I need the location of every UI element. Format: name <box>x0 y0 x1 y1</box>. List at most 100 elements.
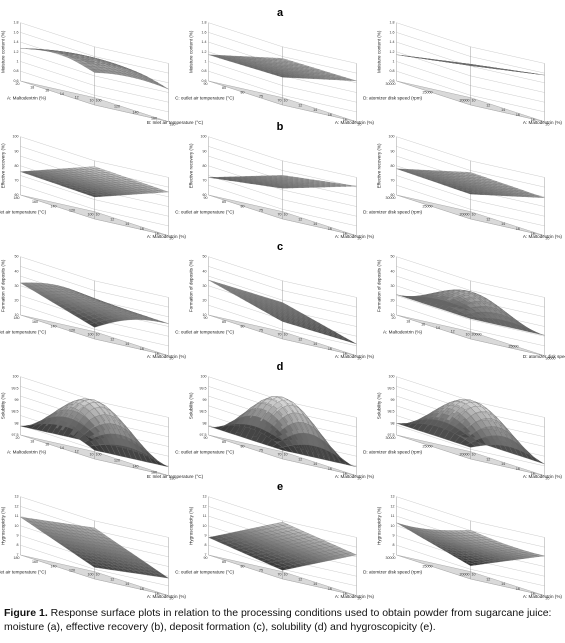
z-axis-label: Effective recovery (%) <box>189 143 194 188</box>
x-tick-label: 100 <box>96 453 102 457</box>
x-tick-label: 12 <box>486 103 490 107</box>
surface-cell <box>20 282 32 287</box>
x-tick-label: 10 <box>284 453 288 457</box>
y-tick-label: 70 <box>278 573 282 577</box>
y-tick-label: 90 <box>204 556 208 560</box>
z-tick-label: 100 <box>13 135 19 139</box>
z-tick-label: 9 <box>17 534 19 538</box>
y-axis-label: D: atomizer disk speed (rpm) <box>363 450 422 455</box>
x-tick-label: 18 <box>531 592 535 596</box>
surface-cell <box>20 516 32 522</box>
row-letter-a: a <box>277 7 284 19</box>
y-tick-label: 85 <box>222 320 226 324</box>
y-tick-label: 85 <box>222 560 226 564</box>
z-tick-label: 97.5 <box>12 433 19 437</box>
y-axis-label: C: outlet air temperature (°C) <box>175 450 234 455</box>
x-tick-label: 14 <box>501 222 505 226</box>
x-tick-label: 10 <box>472 99 476 103</box>
z-tick-label: 1.2 <box>390 50 395 54</box>
surface-cell <box>208 177 220 179</box>
y-tick-label: 160 <box>32 320 38 324</box>
z-tick-label: 1.4 <box>202 40 207 44</box>
x-tick-label: 16 <box>516 467 520 471</box>
x-tick-label: 180 <box>170 123 176 127</box>
x-tick-label: 18 <box>343 352 347 356</box>
z-tick-label: 1 <box>393 60 395 64</box>
x-tick-label: 10 <box>96 213 100 217</box>
y-tick-label: 70 <box>278 213 282 217</box>
y-tick-label: 14 <box>436 326 440 330</box>
surface-plot-e-2: 7 8 9 10 11 12 13 Hygroscopicity (%) 10 12 14 16 18 2… <box>175 495 374 601</box>
z-tick-label: 99.5 <box>388 386 395 390</box>
x-tick-label: 16 <box>328 227 332 231</box>
x-axis-label: A: Maltodextrin (%) <box>335 594 375 599</box>
x-tick-label: 18 <box>531 232 535 236</box>
z-tick-label: 30 <box>15 284 19 288</box>
y-tick-label: 20 <box>16 82 20 86</box>
surface-cell <box>396 168 408 171</box>
y-axis-label: A: Maltodextrin (%) <box>7 96 47 101</box>
z-axis-label: Formation of deposits (%) <box>189 259 194 312</box>
surface-cell <box>396 423 408 426</box>
y-tick-label: 180 <box>14 316 20 320</box>
y-axis-label: A: Maltodextrin (%) <box>7 450 47 455</box>
z-tick-label: 98.5 <box>388 410 395 414</box>
z-tick-label: 1 <box>17 60 19 64</box>
y-axis-label: D: atomizer disk speed (rpm) <box>363 96 422 101</box>
z-tick-label: 10 <box>15 524 19 528</box>
z-tick-label: 11 <box>203 514 207 518</box>
y-tick-label: 18 <box>30 439 34 443</box>
y-tick-label: 80 <box>241 564 245 568</box>
x-tick-label: 20 <box>546 123 550 127</box>
surface-plot-b-2: 60 70 80 90 100 Effective recovery (%) 10 12 14 1… <box>175 135 374 241</box>
z-tick-label: 8 <box>205 543 207 547</box>
x-tick-label: 16 <box>516 227 520 231</box>
z-tick-label: 0.8 <box>14 69 19 73</box>
y-tick-label: 30000 <box>386 82 396 86</box>
y-tick-label: 20000 <box>460 453 470 457</box>
y-tick-label: 14 <box>60 92 64 96</box>
x-tick-label: 14 <box>313 222 317 226</box>
x-tick-label: 16 <box>140 347 144 351</box>
z-tick-label: 80 <box>391 164 395 168</box>
z-tick-label: 11 <box>391 514 395 518</box>
z-axis-label: Hygroscopicity (%) <box>1 506 6 545</box>
z-tick-label: 80 <box>15 164 19 168</box>
x-tick-label: 20 <box>170 357 174 361</box>
y-tick-label: 14 <box>60 446 64 450</box>
z-tick-label: 1 <box>205 60 207 64</box>
y-tick-label: 25000 <box>423 204 433 208</box>
z-tick-label: 99 <box>203 398 207 402</box>
y-tick-label: 18 <box>30 85 34 89</box>
y-tick-label: 80 <box>241 90 245 94</box>
x-tick-label: 10 <box>284 573 288 577</box>
x-tick-label: 12 <box>110 577 114 581</box>
surface-plot-c-1: 10 20 30 40 50 Formation of deposits (%) 10 12 1… <box>0 255 186 361</box>
x-tick-label: 30000 <box>546 357 556 361</box>
x-tick-label: 10 <box>472 453 476 457</box>
z-tick-label: 11 <box>15 514 19 518</box>
x-tick-label: 20 <box>170 597 174 601</box>
z-tick-label: 100 <box>201 375 207 379</box>
z-tick-label: 12 <box>391 504 395 508</box>
surface-cell <box>396 294 408 297</box>
z-tick-label: 0.8 <box>202 69 207 73</box>
z-axis-label: Moisture content (%) <box>1 30 6 73</box>
x-tick-label: 12 <box>298 103 302 107</box>
figure-caption: Figure 1. Response surface plots in rela… <box>4 606 561 634</box>
y-tick-label: 12 <box>451 329 455 333</box>
z-tick-label: 30 <box>203 284 207 288</box>
x-tick-label: 10 <box>96 573 100 577</box>
row-letter-e: e <box>277 481 283 493</box>
y-tick-label: 20000 <box>460 213 470 217</box>
z-tick-label: 100 <box>201 135 207 139</box>
x-tick-label: 18 <box>155 352 159 356</box>
z-tick-label: 30 <box>391 284 395 288</box>
z-axis-label: Solubility (%) <box>377 392 382 419</box>
x-tick-label: 12 <box>298 577 302 581</box>
y-tick-label: 100 <box>88 213 94 217</box>
caption-text: Response surface plots in relation to th… <box>4 607 552 633</box>
z-tick-label: 12 <box>15 504 19 508</box>
z-tick-label: 98.5 <box>12 410 19 414</box>
y-tick-label: 16 <box>45 443 49 447</box>
